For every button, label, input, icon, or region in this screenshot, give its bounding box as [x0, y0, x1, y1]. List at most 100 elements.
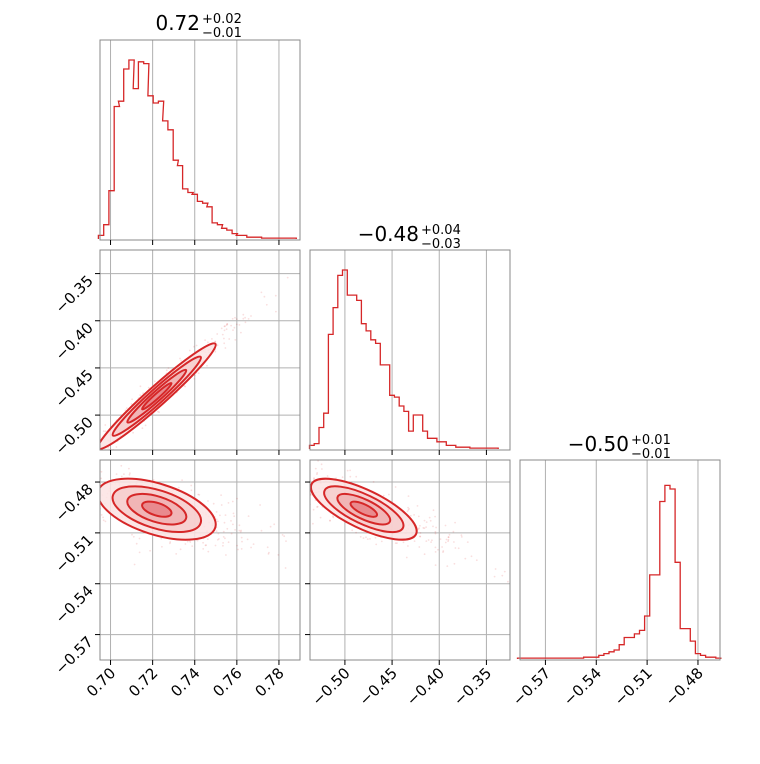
sample-point — [266, 546, 269, 549]
sample-point — [73, 469, 75, 471]
sample-point — [190, 489, 193, 492]
sample-point — [223, 329, 226, 332]
sample-point — [422, 527, 425, 529]
sample-point — [91, 458, 93, 460]
sample-point — [179, 548, 182, 551]
sample-point — [374, 536, 377, 539]
sample-point — [79, 480, 81, 482]
sample-point — [197, 493, 200, 496]
sample-point — [202, 548, 205, 550]
title-param-1: −0.48 +0.04 −0.03 — [358, 222, 461, 252]
sample-point — [218, 538, 220, 540]
joint-panel-2-1 — [216, 452, 511, 661]
sample-point — [102, 430, 105, 433]
sample-point — [418, 527, 420, 529]
sample-point — [240, 548, 243, 550]
sample-point — [320, 463, 323, 466]
sample-point — [112, 451, 114, 453]
sample-point — [319, 516, 322, 519]
sample-point — [87, 459, 89, 461]
sample-point — [37, 476, 39, 478]
sample-point — [70, 485, 72, 487]
sample-point — [58, 477, 60, 479]
sample-point — [326, 475, 329, 477]
sample-point — [265, 303, 268, 306]
sample-point — [427, 539, 430, 541]
sample-point — [94, 439, 96, 441]
sample-point — [131, 398, 134, 401]
sample-point — [329, 520, 331, 522]
sample-point — [102, 516, 104, 519]
sample-point — [216, 469, 218, 471]
sample-point — [302, 506, 304, 508]
sample-point — [211, 338, 213, 340]
sample-point — [42, 472, 44, 474]
sample-point — [206, 538, 209, 541]
sample-point — [314, 467, 317, 470]
title-plus: +0.02 — [202, 12, 242, 27]
sample-point — [224, 537, 226, 540]
sample-point — [454, 521, 456, 524]
sample-point — [425, 521, 428, 523]
sample-point — [220, 327, 223, 330]
sample-point — [224, 347, 227, 349]
histogram-panel-0 — [97, 39, 301, 241]
sample-point — [180, 359, 183, 362]
tick-label: −0.54 — [560, 664, 605, 709]
sample-point — [464, 557, 467, 560]
sample-point — [94, 447, 96, 449]
sample-point — [160, 537, 163, 540]
sample-point — [81, 465, 83, 467]
sample-point — [227, 502, 230, 504]
sample-point — [141, 427, 144, 430]
sample-point — [129, 472, 131, 475]
tick-label: −0.54 — [52, 582, 97, 627]
sample-point — [428, 516, 431, 519]
sample-point — [222, 542, 225, 544]
sample-point — [138, 551, 141, 554]
sample-point — [205, 544, 208, 547]
sample-point — [312, 508, 315, 511]
sample-point — [423, 519, 426, 522]
histogram-series — [516, 484, 722, 659]
tick-label: −0.57 — [509, 664, 554, 709]
sample-point — [132, 535, 135, 538]
sample-point — [217, 520, 219, 523]
sample-point — [32, 475, 34, 477]
sample-point — [181, 479, 184, 481]
sample-point — [71, 460, 73, 462]
sample-point — [252, 543, 255, 545]
sample-point — [51, 487, 53, 489]
sample-point — [349, 469, 351, 472]
sample-point — [407, 506, 409, 509]
sample-point — [362, 537, 365, 539]
sample-point — [232, 523, 234, 526]
sample-point — [382, 494, 385, 497]
sample-point — [96, 463, 98, 465]
tick-label: −0.51 — [611, 664, 656, 709]
contour-level — [141, 382, 173, 411]
sample-point — [349, 475, 352, 478]
sample-point — [246, 538, 249, 541]
sample-point — [79, 464, 81, 466]
sample-point — [232, 329, 234, 331]
sample-point — [215, 518, 218, 521]
sample-point — [158, 411, 161, 414]
sample-point — [260, 529, 263, 532]
sample-point — [49, 480, 51, 482]
sample-point — [225, 328, 228, 331]
sample-point — [215, 511, 218, 513]
sample-point — [184, 385, 187, 388]
tick-label: 0.70 — [83, 664, 119, 700]
sample-point — [234, 529, 237, 531]
sample-point — [82, 470, 84, 472]
histogram-series — [308, 269, 499, 449]
sample-point — [93, 463, 95, 465]
sample-point — [452, 530, 455, 533]
sample-point — [439, 538, 442, 540]
sample-point — [175, 553, 178, 555]
title-minus: −0.01 — [631, 447, 671, 462]
sample-point — [234, 316, 236, 319]
sample-point — [250, 315, 252, 317]
sample-point — [301, 452, 303, 454]
